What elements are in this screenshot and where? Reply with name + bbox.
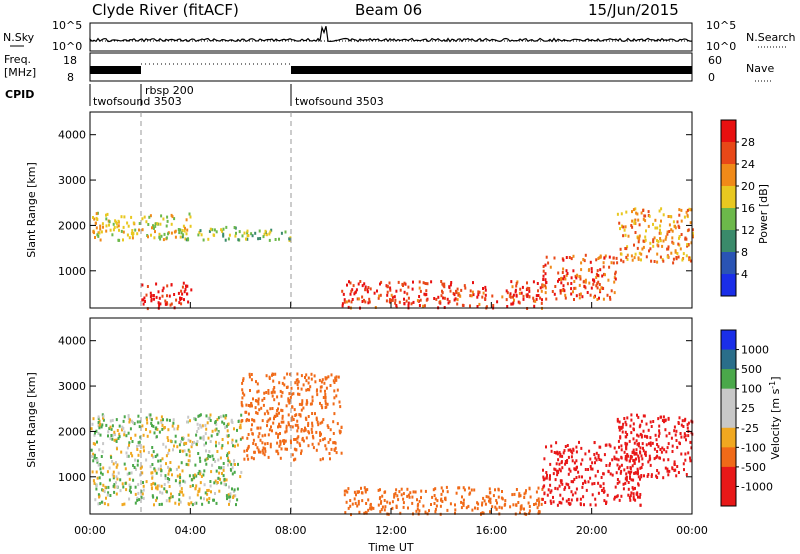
velocity-colorbar-tick-label: 100 <box>741 383 762 396</box>
velocity-colorbar-tick-label: 25 <box>741 402 755 415</box>
power-colorbar-tick-label: 16 <box>741 202 755 215</box>
time-tick-label: 12:00 <box>375 524 407 537</box>
power-colorbar-tick-label: 4 <box>741 268 748 281</box>
nave-label: Nave <box>746 62 774 75</box>
velocity-ytick-label: 3000 <box>58 380 86 393</box>
velocity-colorbar-label: Velocity [m s-1] <box>768 376 782 459</box>
noise-panel-frame <box>89 22 693 52</box>
velocity-region-2 <box>343 485 544 517</box>
freq-tick-bottom: 8 <box>67 71 74 84</box>
power-colorbar-step <box>721 164 736 186</box>
nave-tick-bottom: 0 <box>708 71 715 84</box>
velocity-region-1 <box>240 372 343 462</box>
velocity-colorbar-frame <box>720 329 737 507</box>
power-colorbar-tick-label: 12 <box>741 224 755 237</box>
velocity-region-4 <box>616 413 694 480</box>
power-region-3 <box>341 280 544 310</box>
velocity-scatter <box>90 372 694 517</box>
power-ytick-label: 1000 <box>58 265 86 278</box>
power-colorbar-step <box>721 252 736 274</box>
power-panel-frame <box>89 111 693 309</box>
time-axis-label: Time UT <box>367 541 413 554</box>
time-tick-label: 04:00 <box>174 524 206 537</box>
power-colorbar-step <box>721 120 736 142</box>
velocity-ylabel: Slant Range [km] <box>25 372 38 468</box>
velocity-colorbar-step <box>721 427 736 448</box>
velocity-colorbar-step <box>721 466 736 487</box>
time-tick-label: 16:00 <box>475 524 507 537</box>
power-ylabel: Slant Range [km] <box>25 162 38 258</box>
power-colorbar-label: Power [dB] <box>757 184 770 244</box>
noise-left-tick-top: 10^5 <box>52 19 82 32</box>
noise-trace <box>89 25 692 43</box>
power-region-1 <box>177 225 292 242</box>
time-tick-label: 08:00 <box>275 524 307 537</box>
power-region-0 <box>92 211 192 242</box>
power-y-ticks: 1000 2000 3000 4000 <box>58 129 692 278</box>
power-ytick-label: 2000 <box>58 219 86 232</box>
noise-trace-line <box>89 25 692 43</box>
nsearch-label: N.Search <box>746 31 796 44</box>
time-tick-label: 00:00 <box>74 524 106 537</box>
velocity-ytick-label: 1000 <box>58 471 86 484</box>
velocity-colorbar-tick-label: -500 <box>741 461 766 474</box>
velocity-ytick-label: 2000 <box>58 425 86 438</box>
power-colorbar-tick-label: 8 <box>741 246 748 259</box>
noise-right-tick-top: 10^5 <box>706 19 736 32</box>
velocity-colorbar-step <box>721 330 736 351</box>
velocity-colorbar-tick-label: -1000 <box>741 480 773 493</box>
power-colorbar-tick-label: 24 <box>741 158 755 171</box>
power-colorbar-step <box>721 230 736 252</box>
nave-tick-top: 60 <box>708 54 722 67</box>
power-colorbar-step <box>721 208 736 230</box>
power-region-5 <box>616 207 694 265</box>
velocity-colorbar-step <box>721 349 736 370</box>
freq-unit: [MHz] <box>4 66 36 79</box>
cpid-label: CPID <box>5 88 34 101</box>
velocity-colorbar-tick-label: 500 <box>741 363 762 376</box>
power-ytick-label: 4000 <box>58 129 86 142</box>
nsky-label: N.Sky <box>3 31 35 44</box>
velocity-colorbar-tick-label: -100 <box>741 441 766 454</box>
rbsp-gap-lower <box>141 69 291 74</box>
freq-label: Freq. <box>4 53 31 66</box>
power-colorbar-tick-label: 20 <box>741 180 755 193</box>
noise-right-tick-bottom: 10^0 <box>706 40 736 53</box>
time-axis-ticks: 00:00 04:00 08:00 12:00 16:00 20:00 00:00 <box>74 302 708 537</box>
beam-title: Beam 06 <box>355 1 422 19</box>
freq-tick-top: 18 <box>63 54 77 67</box>
time-tick-label: 20:00 <box>576 524 608 537</box>
velocity-colorbar-tick-label: 1000 <box>741 344 769 357</box>
velocity-ytick-label: 4000 <box>58 335 86 348</box>
time-tick-label: 00:00 <box>676 524 708 537</box>
power-colorbar: 4 8 12 16 20 24 28 <box>720 119 755 297</box>
velocity-colorbar-tick-label: -25 <box>741 422 759 435</box>
velocity-region-3 <box>541 440 644 507</box>
power-ytick-label: 3000 <box>58 174 86 187</box>
frequency-trace <box>90 66 692 74</box>
velocity-colorbar-step <box>721 369 736 390</box>
velocity-region-0 <box>90 413 243 507</box>
power-colorbar-step <box>721 186 736 208</box>
velocity-y-ticks: 1000 2000 3000 4000 <box>58 335 692 484</box>
velocity-colorbar-step <box>721 408 736 429</box>
noise-left-tick-bottom: 10^0 <box>52 40 82 53</box>
velocity-colorbar: 1000 500 100 25 -25 -100 -500 -1000 <box>720 329 773 507</box>
power-region-2 <box>141 281 193 311</box>
power-scatter <box>92 207 694 311</box>
power-region-4 <box>541 253 619 301</box>
power-colorbar-step <box>721 142 736 164</box>
cpid-segment-1: twofsound 3503 <box>93 95 182 108</box>
station-title: Clyde River (fitACF) <box>92 1 239 19</box>
cpid-segment-2: rbsp 200 <box>145 84 194 97</box>
velocity-colorbar-step <box>721 388 736 409</box>
power-colorbar-step <box>721 274 736 296</box>
velocity-colorbar-step <box>721 486 736 507</box>
velocity-colorbar-step <box>721 447 736 468</box>
power-colorbar-tick-label: 28 <box>741 136 755 149</box>
cpid-segment-3: twofsound 3503 <box>295 95 384 108</box>
date-title: 15/Jun/2015 <box>588 1 679 19</box>
